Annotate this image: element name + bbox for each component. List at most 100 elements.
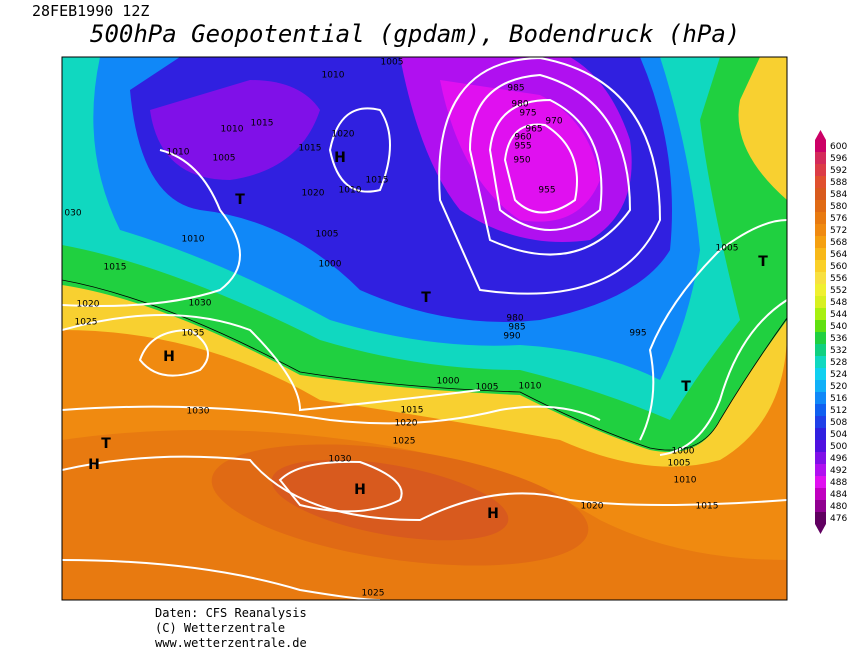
colorbar-cell <box>815 344 826 356</box>
colorbar-label: 572 <box>830 226 847 236</box>
footer-line: Daten: CFS Reanalysis <box>155 606 307 620</box>
colorbar-label: 500 <box>830 442 847 452</box>
isobar-label: 1025 <box>75 318 98 328</box>
isobar-label: 1030 <box>329 455 352 465</box>
colorbar-cell <box>815 272 826 284</box>
colorbar-label: 576 <box>830 214 847 224</box>
colorbar-tip <box>815 524 826 534</box>
isobar-label: 1005 <box>316 230 339 240</box>
colorbar-cell <box>815 392 826 404</box>
isobar-label: 1015 <box>251 119 274 129</box>
isobar-label: 1010 <box>519 382 542 392</box>
isobar-label: 1010 <box>182 235 205 245</box>
colorbar-cell <box>815 236 826 248</box>
colorbar-label: 548 <box>830 298 847 308</box>
colorbar-label: 504 <box>830 430 847 440</box>
isobar-label: 960 <box>514 133 531 143</box>
colorbar-label: 540 <box>830 322 847 332</box>
pressure-system: T <box>681 379 691 395</box>
isobar-label: 1010 <box>674 476 697 486</box>
isobar-label: 1015 <box>401 406 424 416</box>
colorbar-cell <box>815 512 826 524</box>
isobar-label: 1015 <box>299 144 322 154</box>
isobar-label: 1035 <box>182 329 205 339</box>
colorbar-cell <box>815 176 826 188</box>
colorbar-label: 528 <box>830 358 847 368</box>
isobar-label: 1020 <box>77 300 100 310</box>
colorbar-cell <box>815 356 826 368</box>
colorbar-cell <box>815 464 826 476</box>
colorbar-cell <box>815 428 826 440</box>
colorbar-label: 564 <box>830 250 847 260</box>
colorbar-label: 544 <box>830 310 847 320</box>
colorbar-cell <box>815 380 826 392</box>
colorbar-label: 488 <box>830 478 847 488</box>
isobar-label: 970 <box>545 117 562 127</box>
colorbar-label: 552 <box>830 286 847 296</box>
isobar-label: 1010 <box>339 186 362 196</box>
isobar-label: 1010 <box>322 71 345 81</box>
isobar-label: 1010 <box>221 125 244 135</box>
footer-line: www.wetterzentrale.de <box>155 636 307 650</box>
colorbar-cell <box>815 212 826 224</box>
colorbar-cell <box>815 200 826 212</box>
colorbar-tip <box>815 130 826 140</box>
colorbar-cell <box>815 404 826 416</box>
colorbar-label: 496 <box>830 454 847 464</box>
isobar-label: 1015 <box>104 263 127 273</box>
isobar-label: 1015 <box>366 176 389 186</box>
colorbar-label: 596 <box>830 154 847 164</box>
colorbar-cell <box>815 320 826 332</box>
colorbar-label: 584 <box>830 190 847 200</box>
isobar-label: 1000 <box>319 260 342 270</box>
isobar-label: 955 <box>514 142 531 152</box>
colorbar-label: 532 <box>830 346 847 356</box>
isobar-label: 1010 <box>167 148 190 158</box>
isobar-label: 1005 <box>381 58 404 68</box>
isobar-label: 1020 <box>395 419 418 429</box>
isobar-label: 995 <box>629 329 646 339</box>
isobar-label: 1005 <box>476 383 499 393</box>
title: 500hPa Geopotential (gpdam), Bodendruck … <box>90 20 740 48</box>
colorbar-label: 588 <box>830 178 847 188</box>
map-frame <box>61 56 788 601</box>
isobar-label: 1020 <box>581 502 604 512</box>
colorbar-cell <box>815 416 826 428</box>
pressure-system: T <box>235 192 245 208</box>
isobar-label: 1015 <box>696 502 719 512</box>
labels: 1005 1010 985 980 975 970 965 960 955 95… <box>64 58 768 599</box>
isobar-label: 985 <box>507 84 524 94</box>
colorbar-label: 524 <box>830 370 847 380</box>
colorbar-cell <box>815 296 826 308</box>
colorbar-cell <box>815 476 826 488</box>
pressure-system: T <box>421 290 431 306</box>
isobar-label: 1020 <box>332 130 355 140</box>
colorbar-cell <box>815 260 826 272</box>
isobar-label: 1030 <box>187 407 210 417</box>
isobar-label: 955 <box>538 186 555 196</box>
colorbar-label: 560 <box>830 262 847 272</box>
colorbar-cell <box>815 440 826 452</box>
isobar-label: 980 <box>506 314 523 324</box>
pressure-system: H <box>487 506 499 522</box>
pressure-system: H <box>163 349 175 365</box>
colorbar: 600 596 592 588 584 580 576 572 568 564 560 556 552 5… <box>815 130 847 534</box>
colorbar-cell <box>815 368 826 380</box>
isobar-label: 1000 <box>672 447 695 457</box>
isobar-label: 950 <box>513 156 530 166</box>
pressure-system: H <box>88 457 100 473</box>
colorbar-label: 484 <box>830 490 847 500</box>
colorbar-label: 520 <box>830 382 847 392</box>
colorbar-cell <box>815 500 826 512</box>
colorbar-cell <box>815 452 826 464</box>
colorbar-cell <box>815 188 826 200</box>
colorbar-label: 516 <box>830 394 847 404</box>
colorbar-label: 600 <box>830 142 847 152</box>
isobar-label: 030 <box>64 209 81 219</box>
isobar-label: 965 <box>525 125 542 135</box>
pressure-system: T <box>101 436 111 452</box>
colorbar-label: 512 <box>830 406 847 416</box>
isobar-label: 1005 <box>668 459 691 469</box>
map <box>62 57 787 600</box>
colorbar-label: 480 <box>830 502 847 512</box>
